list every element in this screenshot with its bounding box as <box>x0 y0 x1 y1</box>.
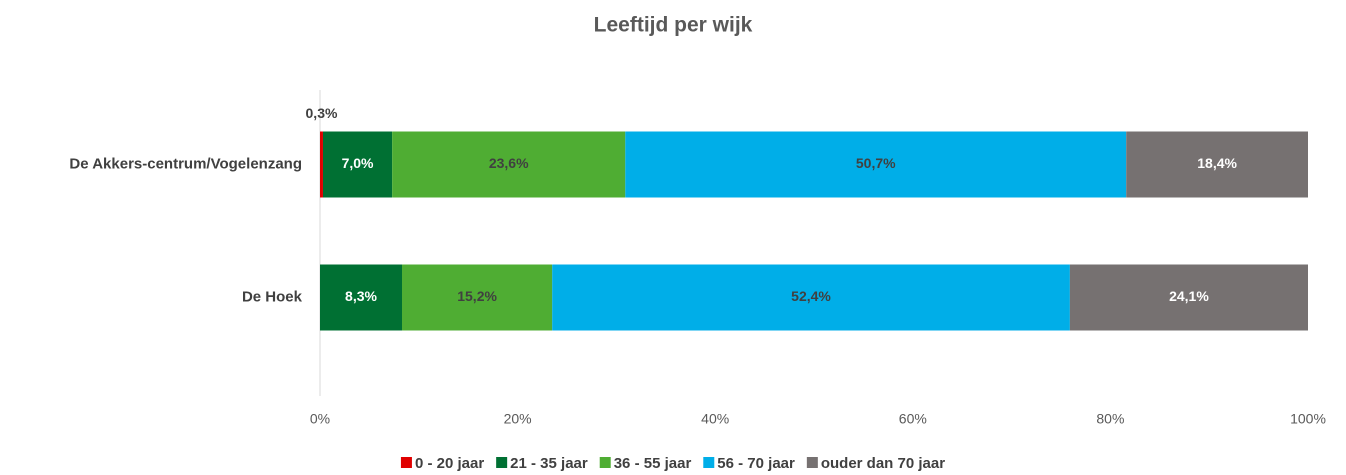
legend-label: 21 - 35 jaar <box>510 455 588 472</box>
x-tick-label: 60% <box>899 411 927 427</box>
legend-swatch <box>496 457 508 468</box>
legend-swatch <box>400 457 412 468</box>
bar-segment <box>552 264 1070 331</box>
legend-label: ouder dan 70 jaar <box>821 455 945 472</box>
bar-segment <box>322 131 393 198</box>
x-tick-label: 40% <box>701 411 729 427</box>
x-tick-label: 100% <box>1290 411 1326 427</box>
legend-swatch <box>599 457 611 468</box>
bar-segment <box>320 264 403 331</box>
legend-swatch <box>703 457 715 468</box>
bar-segment <box>1126 131 1308 198</box>
legend: 0 - 20 jaar 21 - 35 jaar 36 - 55 jaar 56 - … <box>400 455 945 472</box>
data-label: 50,7% <box>856 155 896 171</box>
legend-swatch <box>806 457 818 468</box>
chart-title: Leeftijd per wijk <box>594 14 753 37</box>
legend-label: 56 - 70 jaar <box>717 455 795 472</box>
data-label: 52,4% <box>791 288 831 304</box>
bar-segment <box>392 131 626 198</box>
legend-label: 0 - 20 jaar <box>415 455 484 472</box>
y-tick-label: De Akkers-centrum/Vogelenzang <box>69 155 302 172</box>
bar-segment <box>625 131 1127 198</box>
bar-segment <box>402 264 553 331</box>
data-label: 8,3% <box>345 288 377 304</box>
data-label: 18,4% <box>1197 155 1237 171</box>
bar-segment <box>320 131 323 198</box>
bar-segment <box>1069 264 1308 331</box>
y-tick-label: De Hoek <box>242 288 303 305</box>
data-label: 15,2% <box>457 288 497 304</box>
data-label: 0,3% <box>306 105 338 121</box>
x-tick-label: 20% <box>504 411 532 427</box>
data-label: 24,1% <box>1169 288 1209 304</box>
data-label: 7,0% <box>342 155 374 171</box>
data-label: 23,6% <box>489 155 529 171</box>
legend-label: 36 - 55 jaar <box>614 455 692 472</box>
x-tick-label: 0% <box>310 411 330 427</box>
x-tick-label: 80% <box>1096 411 1124 427</box>
